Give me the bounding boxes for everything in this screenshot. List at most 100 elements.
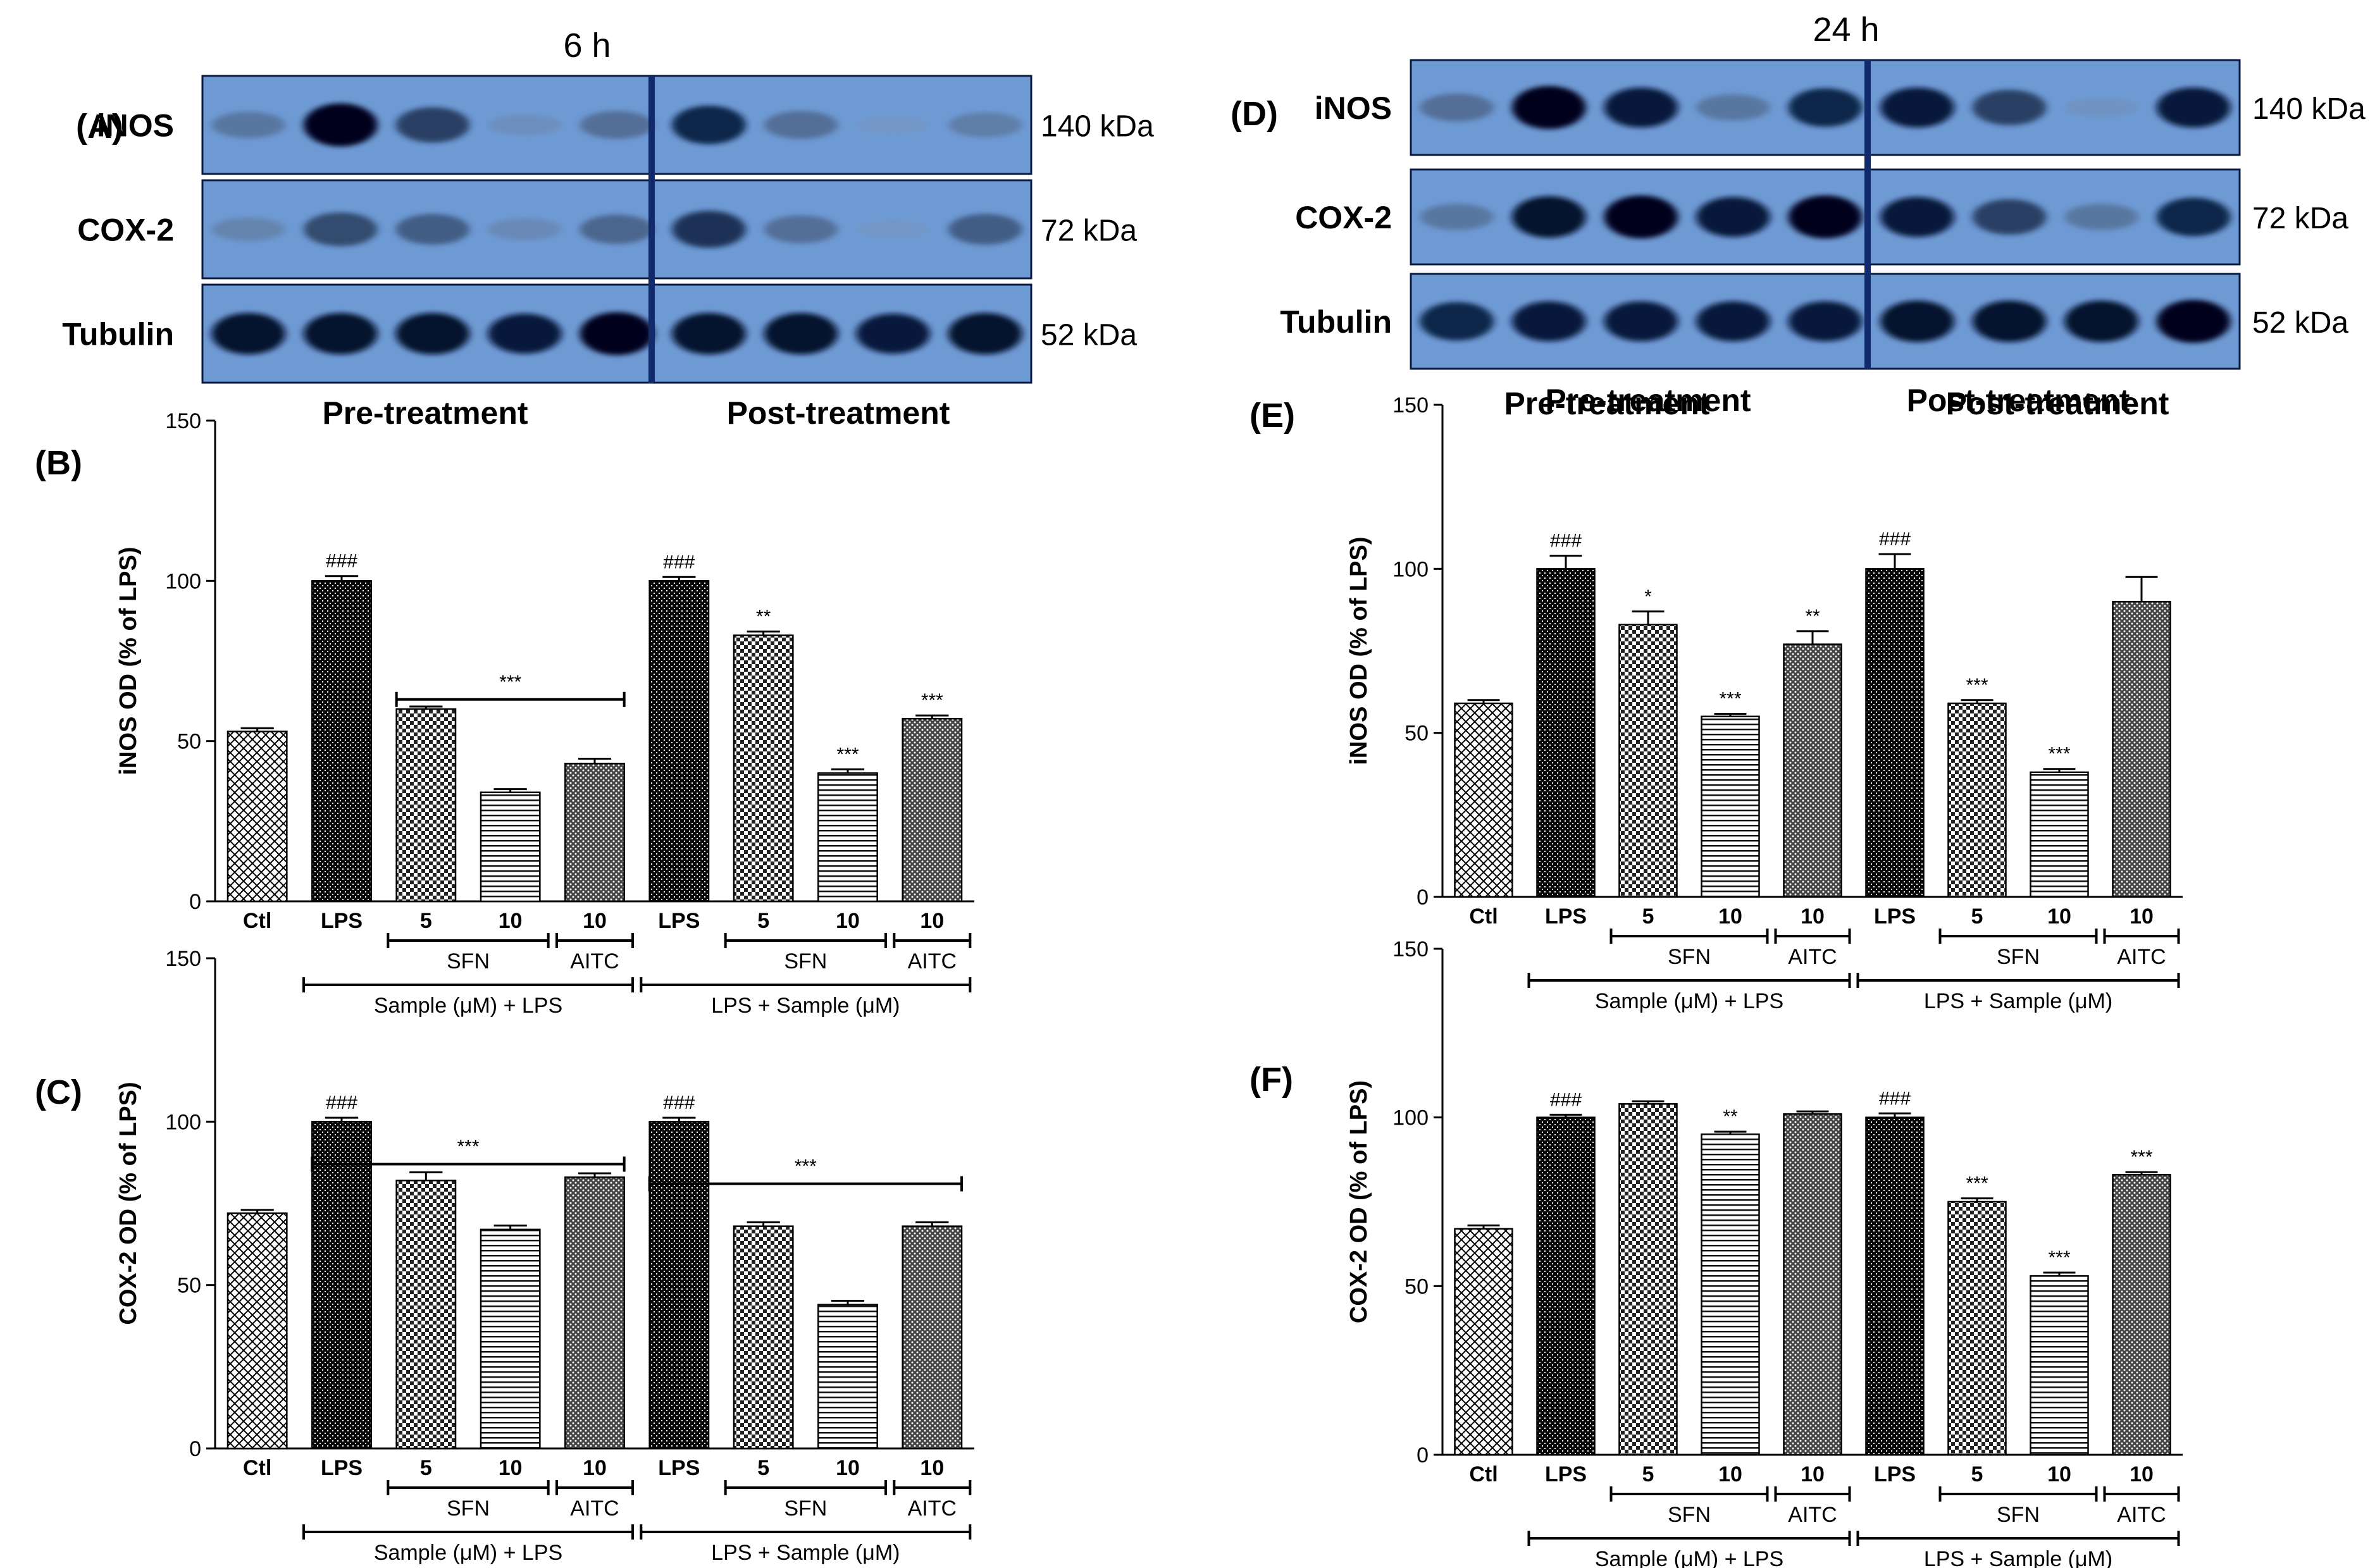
blot-band [672,106,746,144]
protein-label: Tubulin [1280,304,1392,340]
bar [1783,643,1842,898]
blot-band [2157,197,2231,237]
x-tick-label: 10 [1801,1462,1825,1486]
blot-band [1788,88,1863,127]
sub-group-label: AITC [570,949,619,973]
sub-group-label: AITC [2117,945,2166,969]
bar [1618,1103,1678,1456]
treatment-group-header: Pre-treatment [1545,383,1751,418]
significance-marker: *** [1966,675,1988,696]
significance-marker: *** [1966,1173,1988,1194]
x-tick-label: 5 [757,909,769,933]
protein-label: Tubulin [62,317,174,352]
bar [733,634,794,903]
main-group-label: LPS + Sample (μM) [711,1541,900,1565]
significance-marker: ### [326,551,357,572]
bar [480,1228,541,1450]
bar [2112,600,2171,898]
molecular-weight-label: 52 kDa [2252,306,2348,340]
blot-row-inos: iNOS 140 kDa [1315,59,2366,156]
blot-band [1604,195,1678,238]
x-tick-label: 10 [836,909,860,933]
blot-band [1512,86,1586,129]
main-group-label: LPS + Sample (μM) [1924,989,2112,1013]
blot-band [1788,301,1863,342]
panel-label: (F) [1250,1061,1293,1099]
panel-label: (B) [35,444,82,482]
main-group-label: Sample (μM) + LPS [1595,1547,1783,1568]
main-group-label: LPS + Sample (μM) [1924,1547,2112,1568]
x-tick-label: LPS [658,909,700,933]
blot-band [304,103,378,147]
sub-group-label: SFN [1997,1503,2040,1527]
x-tick-label: 10 [1801,904,1825,929]
significance-marker: ### [1879,529,1911,550]
bar [564,1176,625,1450]
bar [817,772,878,903]
blot-row-tubulin: Tubulin 52 kDa [1280,273,2348,370]
y-tick-label: 0 [1417,886,1429,910]
treatment-group-label: Post-treatment [727,395,950,431]
sub-group-label: AITC [1788,945,1837,969]
molecular-weight-label: 140 kDa [1041,110,1154,144]
y-tick-label: 0 [1417,1443,1429,1467]
significance-marker: *** [836,744,859,765]
y-tick-label: 150 [165,409,201,433]
y-tick-label: 150 [1392,393,1429,417]
main-group-label: Sample (μM) + LPS [374,1541,562,1565]
blot-band [2064,204,2138,230]
blot-band [1788,195,1863,238]
y-axis-label: COX-2 OD (% of LPS) [115,1082,142,1324]
bar [648,1121,710,1450]
x-tick-label: 5 [1642,1462,1654,1486]
blot-band [488,114,562,135]
x-tick-label: Ctl [243,909,271,933]
x-tick-label: 5 [420,909,432,933]
x-tick-label: 10 [920,909,944,933]
main-group-label: Sample (μM) + LPS [1595,989,1783,1013]
chart-panel-f: (F) 0 50 100 150 COX-2 OD (% of LPS) Ctl ### LPS… [1250,937,2183,1568]
sub-group-label: SFN [447,1497,490,1521]
molecular-weight-label: 140 kDa [2252,92,2366,126]
significance-marker: * [1644,586,1652,607]
bar [1536,568,1596,898]
significance-marker: ### [1879,1088,1911,1109]
bar [311,580,372,903]
lane-divider [1864,60,1871,369]
blot-band [948,214,1022,245]
treatment-group-label: Post-treatment [1946,386,2169,421]
blot-row-inos: iNOS 140 kDa [97,75,1154,175]
blot-band [395,214,470,245]
blot-band [764,111,838,139]
blot-band [580,214,654,244]
protein-label: COX-2 [1295,200,1392,235]
y-tick-label: 0 [189,1437,201,1461]
bar [1701,715,1760,898]
blot-band [948,312,1022,355]
treatment-group-label: Pre-treatment [1504,386,1709,421]
y-tick-label: 50 [177,730,201,754]
y-tick-label: 100 [165,1110,201,1134]
protein-label: iNOS [1315,90,1392,126]
blot-band [1420,204,1494,230]
y-tick-label: 50 [177,1274,201,1298]
x-tick-label: 10 [583,909,607,933]
x-tick-label: 5 [1642,904,1654,929]
blot-band [1604,87,1678,128]
x-tick-label: Ctl [243,1456,271,1480]
treatment-group-label: Pre-treatment [322,395,528,431]
chart-panel-b: (B) 0 50 100 150 iNOS OD (% of LPS) Ctl ### LPS 5… [35,409,974,1018]
blot-band [211,111,285,139]
blot-panel-a: (A) 6 h iNOS 140 kDa COX-2 72 kDa Tubulin 52 kD… [62,27,1154,431]
blot-band [304,212,378,247]
x-tick-label: 10 [2130,904,2154,929]
x-tick-label: 5 [1971,904,1983,929]
bracket-label: *** [795,1156,817,1177]
bar [648,580,710,903]
y-axis-label: iNOS OD (% of LPS) [1346,537,1372,765]
blot-band [856,313,930,354]
blot-band [1972,90,2047,125]
time-label: 6 h [563,27,611,65]
blot-row-cox-2: COX-2 72 kDa [77,179,1137,280]
bar [226,731,288,903]
